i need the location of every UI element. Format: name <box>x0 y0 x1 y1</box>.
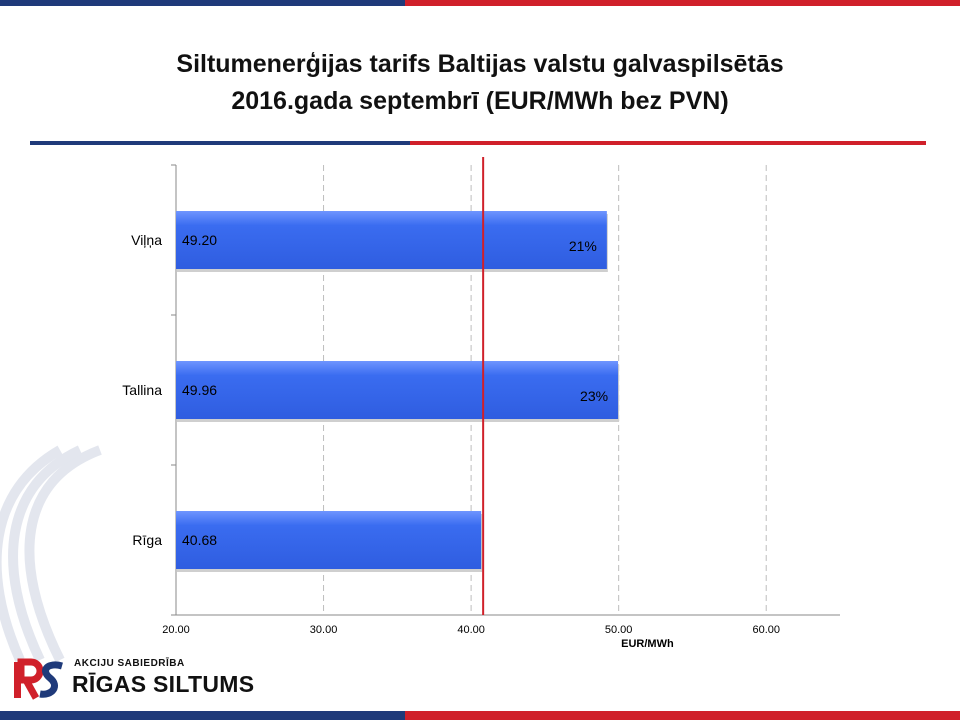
category-label: Tallina <box>122 382 162 398</box>
title-divider <box>30 141 926 145</box>
labels: 20.00 30.00 40.00 50.00 60.00 Viļņa 49.20 21% Ta… <box>122 232 780 650</box>
x-tick-label: 50.00 <box>605 624 633 636</box>
title-line-2: 2016.gada septembrī (EUR/MWh bez PVN) <box>231 87 729 115</box>
percent-label: 23% <box>580 388 608 404</box>
value-label: 49.96 <box>182 382 217 398</box>
x-tick-label: 60.00 <box>752 624 780 636</box>
logo-name: RĪGAS SILTUMS <box>72 671 255 697</box>
bottom-brand-stripe <box>0 711 960 720</box>
bar-2 <box>176 361 619 419</box>
category-label: Viļņa <box>131 232 162 248</box>
logo-subtitle: AKCIJU SABIEDRĪBA <box>74 658 185 669</box>
top-brand-stripe <box>0 0 960 6</box>
title-line-1: Siltumenerģijas tarifs Baltijas valstu g… <box>176 50 784 78</box>
tariff-bar-chart: 20.00 30.00 40.00 50.00 60.00 Viļņa 49.20 21% Ta… <box>122 157 840 650</box>
percent-label: 21% <box>569 238 597 254</box>
bar-1 <box>176 211 607 269</box>
value-label: 40.68 <box>182 532 217 548</box>
company-logo: AKCIJU SABIEDRĪBA RĪGAS SILTUMS <box>12 656 302 702</box>
x-axis-unit-label: EUR/MWh <box>621 638 674 650</box>
slide-title: Siltumenerģijas tarifs Baltijas valstu g… <box>40 46 920 120</box>
bars <box>176 211 620 572</box>
bar-3 <box>176 511 482 569</box>
x-tick-label: 40.00 <box>457 624 485 636</box>
category-label: Rīga <box>132 532 162 548</box>
value-label: 49.20 <box>182 232 217 248</box>
x-tick-label: 20.00 <box>162 624 190 636</box>
x-tick-label: 30.00 <box>310 624 338 636</box>
watermark-swirl-icon <box>0 445 102 663</box>
rs-logo-icon <box>14 658 63 700</box>
